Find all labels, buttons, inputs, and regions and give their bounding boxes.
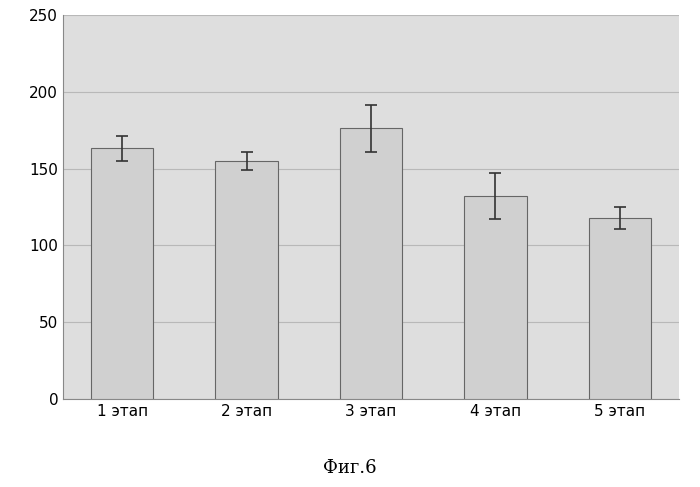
Bar	[589, 218, 651, 399]
Bar	[91, 149, 153, 399]
Bar	[216, 161, 278, 399]
Text: Фиг.6: Фиг.6	[323, 459, 377, 476]
Bar	[464, 196, 526, 399]
Bar	[340, 129, 402, 399]
